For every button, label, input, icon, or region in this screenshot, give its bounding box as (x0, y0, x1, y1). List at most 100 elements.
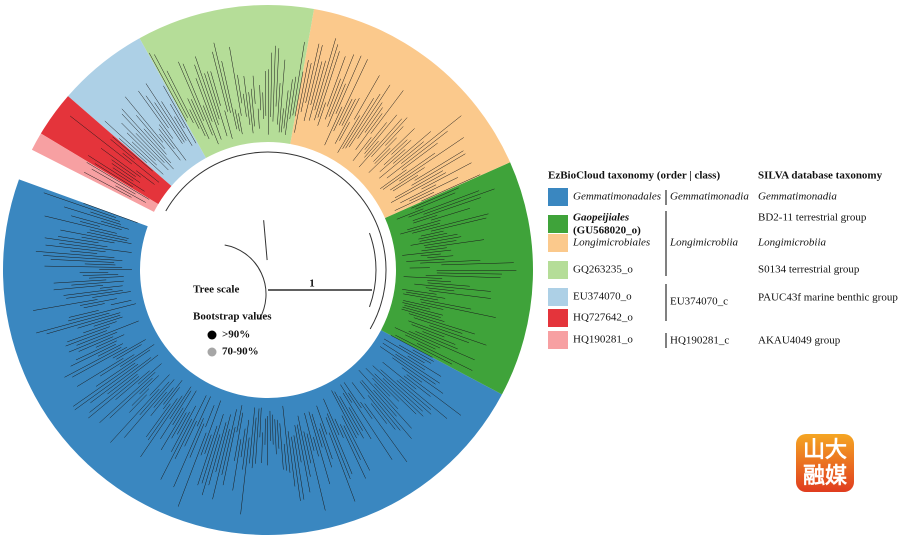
leaf-branch (262, 92, 264, 119)
leaf-branch (406, 291, 446, 299)
leaf-branch (281, 108, 284, 133)
leaf-branch (264, 71, 267, 116)
leaf-branch (208, 422, 227, 486)
leaf-branch (413, 317, 463, 334)
leaf-branch (83, 303, 105, 309)
leaf-branch (194, 64, 222, 140)
leaf-branch (153, 391, 167, 408)
leaf-branch (396, 380, 432, 410)
leaf-branch (327, 83, 346, 127)
class-label: Gemmatimonadia (670, 191, 749, 203)
leaf-branch (303, 45, 323, 122)
order-label: Gaopeijiales (573, 212, 629, 224)
leaf-branch (238, 113, 243, 135)
leaf-branch (407, 355, 442, 377)
leaf-branch (204, 73, 220, 120)
leaf-branch (189, 109, 200, 129)
leaf-branch (402, 289, 437, 295)
leaf-branch (122, 152, 160, 183)
legend-swatch (548, 288, 568, 306)
leaf-branch (118, 138, 147, 163)
leaf-branch (249, 407, 256, 464)
leaf-branch (343, 425, 361, 460)
leaf-branch (339, 396, 364, 439)
leaf-branch (328, 432, 356, 502)
leaf-branch (314, 44, 339, 121)
bootstrap-dot (207, 330, 217, 340)
leaf-branch (242, 93, 247, 117)
leaf-branch (131, 141, 157, 166)
leaf-branch (351, 382, 365, 400)
leaf-branch (251, 417, 257, 469)
leaf-branch (172, 407, 184, 426)
leaf-branch (341, 415, 370, 471)
leaf-branch (272, 414, 274, 445)
leaf-branch (131, 388, 150, 406)
leaf-branch (158, 128, 175, 150)
leaf-branch (316, 405, 328, 435)
leaf-branch (431, 208, 471, 221)
leaf-branch (374, 148, 391, 164)
leaf-branch (184, 420, 197, 447)
leaf-branch (257, 108, 260, 129)
leaf-branch (59, 243, 132, 253)
leaf-branch (143, 128, 167, 155)
leaf-branch (240, 428, 246, 458)
leaf-branch (150, 387, 174, 417)
leaf-branch (70, 250, 98, 254)
leaf-branch (411, 153, 466, 186)
leaf-branch (196, 396, 211, 427)
leaf-branch (423, 188, 495, 215)
bootstrap-title: Bootstrap values (193, 311, 272, 323)
leaf-branch (88, 376, 140, 419)
leaf-branch (182, 63, 213, 136)
leaf-branch (149, 374, 170, 396)
leaf-branch (364, 114, 398, 154)
leaf-branch (403, 300, 444, 310)
leaf-branch (328, 54, 355, 117)
leaf-branch (145, 95, 169, 129)
leaf-branch (390, 167, 425, 191)
tree-scale-label: Tree scale (193, 284, 239, 296)
leaf-branch (90, 357, 152, 404)
leaf-branch (404, 305, 443, 316)
leaf-branch (352, 137, 372, 161)
leaf-branch (270, 52, 273, 117)
leaf-branch (248, 92, 254, 134)
leaf-branch (60, 229, 132, 244)
leaf-branch (427, 282, 470, 287)
leaf-branch (197, 425, 218, 486)
order-label: GQ263235_o (573, 264, 633, 276)
leaf-branch (398, 344, 432, 364)
leaf-branch (91, 168, 136, 195)
silva-label: AKAU4049 group (758, 335, 841, 347)
leaf-branch (441, 262, 514, 266)
leaf-branch (406, 258, 445, 262)
clade-sector (290, 9, 511, 218)
leaf-branch (410, 236, 462, 246)
leaf-branch (371, 117, 408, 158)
leaf-branch (82, 274, 119, 276)
leaf-branch (75, 340, 117, 361)
leaf-branch (403, 293, 439, 301)
leaf-branch (195, 56, 219, 126)
leaf-branch (287, 431, 296, 487)
leaf-branch (53, 285, 104, 291)
leaf-branch (229, 46, 242, 116)
silva-label: S0134 terrestrial group (758, 264, 860, 276)
leaf-branch (402, 306, 441, 318)
leaf-branch (86, 162, 150, 200)
leaf-branch (237, 74, 243, 104)
leaf-branch (76, 358, 124, 387)
leaf-branch (428, 290, 491, 299)
leaf-branch (110, 300, 132, 306)
leaf-branch (189, 423, 205, 458)
leaf-branch (373, 389, 397, 417)
leaf-branch (418, 232, 448, 240)
leaf-branch (382, 342, 425, 371)
clade-sector (40, 96, 172, 205)
class-label: Longimicrobiia (669, 237, 739, 249)
silva-label: Gemmatimonadia (758, 191, 837, 203)
leaf-branch (201, 434, 221, 496)
leaf-branch (202, 105, 219, 145)
